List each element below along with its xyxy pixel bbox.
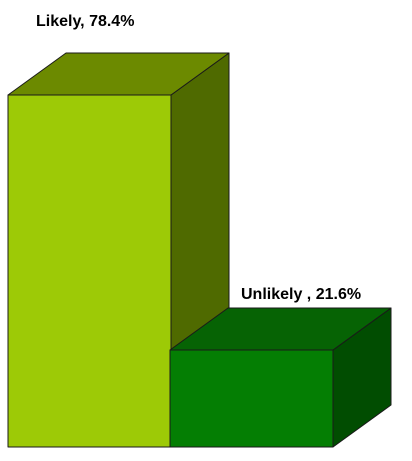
- bar-unlikely: [169, 307, 392, 448]
- bar-unlikely-front: [169, 349, 334, 448]
- data-label-likely: Likely, 78.4%: [36, 13, 134, 30]
- data-label-unlikely: Unlikely , 21.6%: [241, 286, 361, 303]
- bar-likely-front: [7, 94, 172, 448]
- bars-group: [7, 52, 392, 448]
